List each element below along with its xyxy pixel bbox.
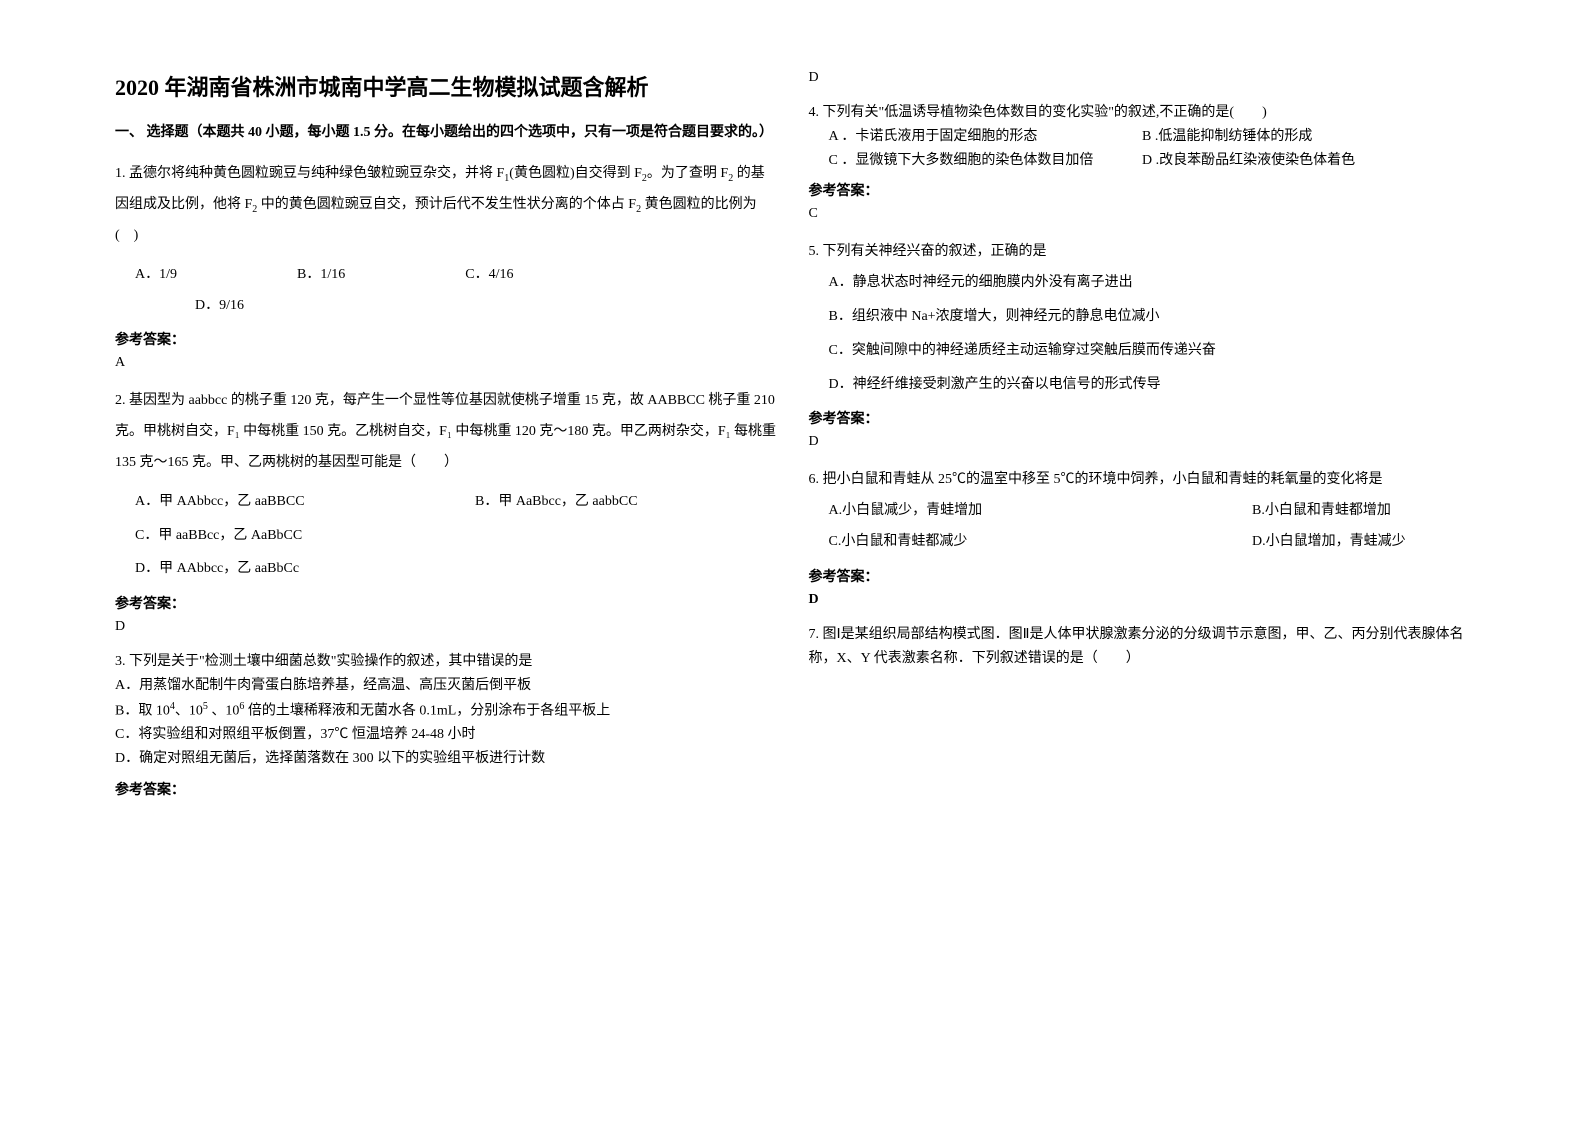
q2-answer: D xyxy=(115,619,779,635)
q3-answer: D xyxy=(809,70,1473,86)
q1-answer: A xyxy=(115,355,779,371)
question-6: 6. 把小白鼠和青蛙从 25℃的温室中移至 5℃的环境中饲养，小白鼠和青蛙的耗氧… xyxy=(809,465,1473,557)
question-7: 7. 图Ⅰ是某组织局部结构模式图．图Ⅱ是人体甲状腺激素分泌的分级调节示意图，甲、… xyxy=(809,623,1473,671)
answer-label: 参考答案： xyxy=(809,408,1473,428)
answer-label: 参考答案： xyxy=(115,593,779,613)
question-1: 1. 孟德尔将纯种黄色圆粒豌豆与纯种绿色皱粒豌豆杂交，并将 F1(黄色圆粒)自交… xyxy=(115,159,779,251)
question-4: 4. 下列有关"低温诱导植物染色体数目的变化实验"的叙述,不正确的是( ) A … xyxy=(809,101,1473,172)
section-header: 一、 选择题（本题共 40 小题，每小题 1.5 分。在每小题给出的四个选项中，… xyxy=(115,122,779,144)
question-2: 2. 基因型为 aabbcc 的桃子重 120 克，每产生一个显性等位基因就使桃… xyxy=(115,386,779,478)
answer-label: 参考答案： xyxy=(809,180,1473,200)
left-column: 2020 年湖南省株洲市城南中学高二生物模拟试题含解析 一、 选择题（本题共 4… xyxy=(100,70,794,1052)
q4-answer: C xyxy=(809,206,1473,222)
q1-options: A．1/9 B．1/16 C．4/16 D．9/16 xyxy=(115,260,779,322)
q6-answer: D xyxy=(809,592,1473,608)
answer-label: 参考答案： xyxy=(115,329,779,349)
question-5: 5. 下列有关神经兴奋的叙述，正确的是 A．静息状态时神经元的细胞膜内外没有离子… xyxy=(809,237,1473,400)
q2-options: A．甲 AAbbcc，乙 aaBBCC B．甲 AaBbcc，乙 aabbCC … xyxy=(115,487,779,585)
right-column: D 4. 下列有关"低温诱导植物染色体数目的变化实验"的叙述,不正确的是( ) … xyxy=(794,70,1488,1052)
question-3: 3. 下列是关于"检测土壤中细菌总数"实验操作的叙述，其中错误的是 A．用蒸馏水… xyxy=(115,650,779,771)
answer-label: 参考答案： xyxy=(115,779,779,799)
page-title: 2020 年湖南省株洲市城南中学高二生物模拟试题含解析 xyxy=(115,70,779,102)
q5-answer: D xyxy=(809,434,1473,450)
answer-label: 参考答案： xyxy=(809,566,1473,586)
